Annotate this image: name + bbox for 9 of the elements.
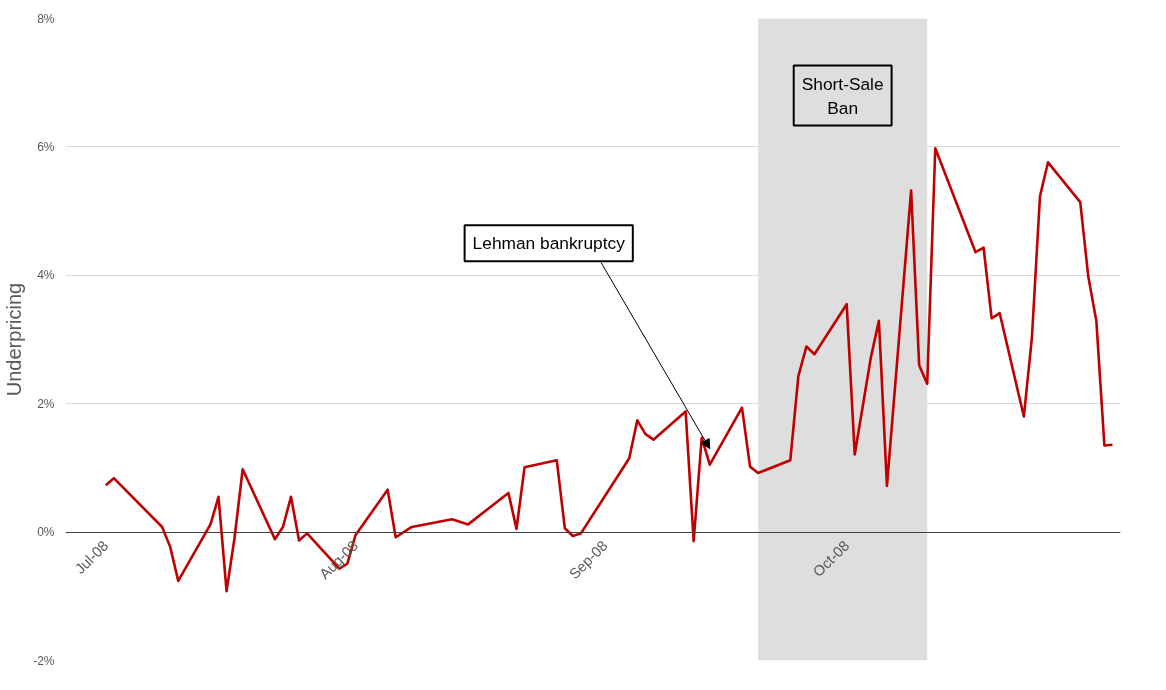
y-tick-label: -2% (33, 653, 55, 668)
y-tick-label: 6% (37, 139, 55, 154)
y-tick-label: 2% (37, 396, 55, 411)
y-axis-title: Underpricing (3, 282, 26, 397)
band-label: Short-Sale Ban (801, 73, 884, 118)
y-tick-label: 8% (37, 11, 55, 26)
y-tick-label: 4% (37, 268, 55, 283)
annotation: Lehman bankruptcy (472, 233, 626, 254)
y-tick-label: 0% (37, 525, 55, 540)
